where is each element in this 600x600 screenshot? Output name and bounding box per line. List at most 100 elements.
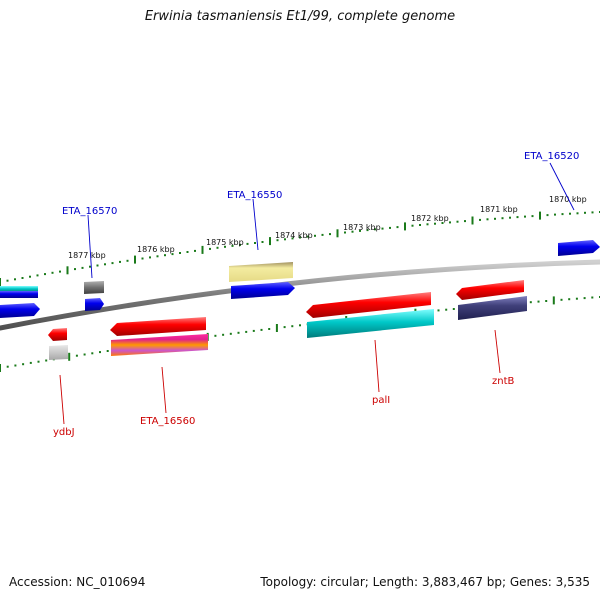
gene-label-ydbj[interactable]: ydbJ: [53, 427, 75, 438]
minor-tick: [141, 257, 144, 260]
minor-tick: [529, 301, 532, 304]
minor-tick: [14, 364, 17, 367]
minor-tick: [6, 365, 9, 368]
gene-label-pali[interactable]: palI: [372, 395, 390, 406]
gene-label-eta-16560[interactable]: ETA_16560: [140, 416, 195, 427]
scale-label: 1872 kbp: [411, 214, 449, 223]
minor-tick: [111, 262, 114, 265]
minor-tick: [396, 226, 399, 229]
forward-strand-features: [0, 240, 600, 318]
minor-tick: [186, 251, 189, 253]
minor-tick: [545, 300, 548, 302]
gene-label-eta-16550[interactable]: ETA_16550: [227, 190, 282, 201]
minor-tick: [584, 211, 586, 214]
minor-tick: [164, 254, 166, 257]
leader-line-16560: [161, 366, 167, 414]
minor-tick: [426, 223, 429, 226]
minor-tick: [36, 274, 39, 277]
minor-tick: [591, 296, 594, 299]
scale-label: 1870 kbp: [549, 195, 587, 204]
major-tick: [68, 352, 71, 361]
minor-tick: [351, 230, 354, 233]
scale-labels: 1877 kbp 1876 kbp 1875 kbp 1874 kbp 1873…: [68, 195, 587, 260]
gene-feature-blue-16550[interactable]: [231, 282, 295, 299]
gene-feature-red-ydbJ[interactable]: [48, 328, 67, 341]
minor-tick: [45, 359, 48, 362]
gene-feature-multicolor-16560[interactable]: [111, 334, 208, 356]
minor-tick: [261, 241, 264, 243]
minor-tick: [99, 351, 101, 354]
minor-tick: [419, 224, 421, 226]
major-tick: [552, 296, 555, 305]
minor-tick: [209, 247, 211, 250]
scale-label: 1876 kbp: [137, 245, 175, 254]
gene-feature-lightgray-ydbJ[interactable]: [49, 345, 68, 360]
minor-tick: [59, 270, 61, 273]
gene-feature-khaki-16550[interactable]: [229, 262, 293, 282]
gene-feature-gray-16570[interactable]: [84, 281, 104, 294]
major-tick: [275, 324, 278, 332]
major-tick: [336, 229, 339, 238]
gene-feature-red-palI[interactable]: [306, 292, 431, 318]
minor-tick: [51, 271, 54, 274]
minor-tick: [252, 329, 255, 332]
leader-line-16520: [549, 162, 575, 211]
minor-tick: [268, 328, 271, 330]
minor-tick: [531, 215, 534, 218]
minor-tick: [6, 279, 9, 282]
major-tick: [66, 266, 69, 275]
minor-tick: [576, 212, 579, 215]
minor-tick: [254, 242, 256, 244]
major-tick: [539, 211, 541, 220]
major-tick: [269, 237, 271, 246]
gene-label-eta-16520[interactable]: ETA_16520: [524, 151, 579, 162]
minor-tick: [104, 263, 106, 266]
minor-tick: [359, 229, 361, 232]
minor-tick: [306, 235, 309, 238]
scale-label: 1874 kbp: [275, 231, 313, 240]
scale-label: 1875 kbp: [206, 238, 244, 247]
minor-tick: [171, 253, 174, 256]
major-tick: [471, 216, 474, 225]
minor-tick: [149, 256, 151, 259]
minor-tick: [222, 333, 225, 336]
scale-label: 1877 kbp: [68, 251, 106, 260]
minor-tick: [449, 221, 451, 224]
minor-tick: [194, 249, 196, 252]
gene-feature-cyan-left[interactable]: [0, 286, 38, 292]
minor-tick: [96, 264, 99, 267]
minor-tick: [344, 231, 346, 234]
gene-feature-blue-16520[interactable]: [558, 240, 600, 256]
gene-feature-red-16560[interactable]: [110, 317, 206, 336]
minor-tick: [314, 234, 316, 237]
gene-feature-blue-left[interactable]: [0, 303, 40, 318]
minor-tick: [89, 265, 91, 268]
gene-label-zntb[interactable]: zntB: [492, 376, 515, 387]
leader-lines: [59, 162, 575, 425]
minor-tick: [437, 309, 440, 312]
minor-tick: [434, 222, 436, 225]
minor-tick: [561, 213, 564, 216]
leader-line-16570: [87, 214, 93, 279]
leader-line-palI: [374, 339, 380, 393]
gene-feature-blue-left-top[interactable]: [0, 291, 38, 298]
minor-tick: [299, 236, 301, 239]
minor-tick: [537, 300, 540, 303]
minor-tick: [441, 222, 444, 224]
minor-tick: [494, 217, 496, 220]
gene-feature-red-zntB[interactable]: [456, 280, 524, 300]
gene-label-eta-16570[interactable]: ETA_16570: [62, 206, 117, 217]
minor-tick: [456, 220, 459, 223]
gene-feature-cyan-palI[interactable]: [307, 309, 434, 338]
minor-tick: [284, 238, 286, 241]
minor-tick: [591, 211, 594, 214]
minor-tick: [29, 361, 32, 364]
minor-tick: [509, 216, 511, 219]
minor-tick: [224, 245, 226, 248]
minor-tick: [14, 278, 16, 281]
gene-feature-blue-16570[interactable]: [85, 298, 104, 311]
major-tick: [0, 364, 1, 372]
minor-tick: [231, 244, 234, 247]
minor-tick: [21, 277, 24, 279]
gene-feature-navy-zntB[interactable]: [458, 296, 527, 320]
